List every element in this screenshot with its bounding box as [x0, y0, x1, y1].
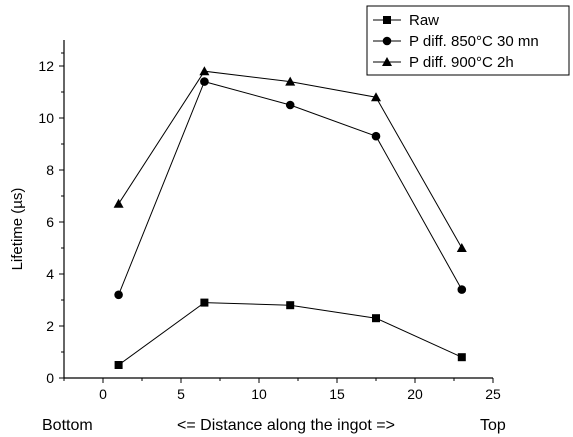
- data-point: [286, 301, 295, 310]
- data-point: [371, 92, 381, 102]
- y-tick-label: 0: [46, 370, 54, 386]
- legend-label: Raw: [409, 12, 439, 29]
- data-point: [456, 243, 467, 252]
- legend-marker: [382, 36, 392, 46]
- x-tick-label: 15: [329, 386, 345, 402]
- y-tick-label: 8: [46, 162, 54, 178]
- data-point: [200, 77, 209, 86]
- plot-area: [113, 66, 467, 369]
- data-point: [114, 361, 123, 369]
- data-point: [285, 76, 296, 86]
- legend-item: Raw: [373, 12, 439, 29]
- legend: Raw P diff. 850°C 30 mn P diff. 900°C 2h: [366, 5, 570, 76]
- data-point: [285, 100, 295, 110]
- x-tick-label: 0: [99, 386, 107, 402]
- data-point: [457, 285, 467, 294]
- y-tick-label: 6: [46, 214, 54, 230]
- data-point: [113, 198, 124, 208]
- legend-marker: [383, 16, 391, 24]
- x-axis-title: <= Distance along the ingot =>: [177, 417, 395, 434]
- data-point: [200, 298, 209, 307]
- axes: 0 5 10 15 20 25 0 2 4 6 8 10 12: [38, 40, 501, 402]
- data-point: [457, 353, 466, 362]
- y-tick-label: 2: [46, 318, 54, 334]
- series-circle: [114, 77, 467, 300]
- series-line: [118, 302, 463, 366]
- series-line: [118, 70, 463, 249]
- data-point: [199, 66, 210, 76]
- y-axis-title: Lifetime (µs): [9, 188, 26, 271]
- series-square: [114, 298, 466, 369]
- series-line: [118, 81, 463, 295]
- x-tick-label: 5: [177, 386, 185, 402]
- x-end-label-right: Top: [480, 417, 506, 434]
- legend-label: P diff. 900°C 2h: [409, 54, 514, 71]
- legend-label: P diff. 850°C 30 mn: [409, 33, 539, 50]
- legend-item: P diff. 900°C 2h: [373, 54, 514, 71]
- series-triangle: [113, 66, 467, 252]
- data-point: [114, 290, 123, 300]
- legend-item: P diff. 850°C 30 mn: [373, 33, 539, 50]
- y-tick-label: 10: [38, 110, 54, 126]
- x-end-label-left: Bottom: [42, 417, 93, 434]
- x-tick-label: 20: [407, 386, 423, 402]
- data-point: [371, 131, 381, 141]
- y-tick-label: 12: [38, 58, 54, 74]
- y-tick-label: 4: [46, 266, 54, 282]
- legend-marker: [382, 57, 392, 66]
- x-tick-label: 10: [251, 386, 267, 402]
- x-tick-label: 25: [485, 386, 501, 402]
- data-point: [372, 314, 380, 323]
